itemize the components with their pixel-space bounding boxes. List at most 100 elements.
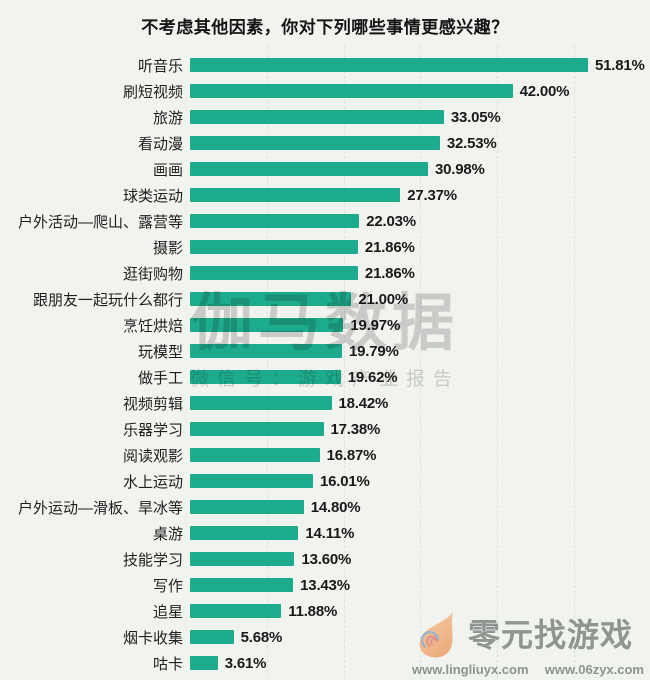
category-label: 玩模型 [137,343,183,361]
value-label: 42.00% [519,82,570,100]
bar [190,188,401,202]
bar [190,422,324,436]
category-label: 咕卡 [152,655,183,673]
value-label: 51.81% [595,56,645,74]
value-label: 3.61% [224,654,267,672]
bar-track: 30.98% [183,161,650,178]
category-label: 刷短视频 [122,83,183,101]
flame-logo-icon [419,611,453,658]
bar-track: 18.42% [183,395,650,412]
bar-rows: 听音乐 51.81% 刷短视频 42.00% 旅游 33.05% 看动漫 32.… [0,46,650,676]
bar [190,370,341,384]
bar-row: 烹饪烘焙 19.97% [0,312,650,338]
value-label: 13.43% [300,576,350,594]
bar [190,474,313,488]
category-label: 旅游 [152,109,183,127]
category-label: 户外活动—爬山、露营等 [17,213,183,231]
bar [190,266,358,280]
bar [190,240,358,254]
value-label: 14.11% [305,524,355,542]
site-url-left: www.lingliuyx.com [412,662,529,677]
bar-track: 14.11% [183,525,650,542]
bar-track: 16.87% [183,447,650,464]
gridline [266,46,268,678]
value-label: 16.87% [326,446,377,464]
bar-track: 11.88% [183,603,650,620]
gridline [497,46,499,678]
site-url-right: www.06zyx.com [544,662,644,677]
bar [190,526,299,540]
category-label: 摄影 [152,239,183,257]
bar-track: 13.60% [183,551,650,568]
bar-track: 14.80% [183,499,650,516]
category-label: 户外运动—滑板、旱冰等 [17,499,183,517]
bar-row: 做手工 19.62% [0,364,650,390]
bar-row: 技能学习 13.60% [0,546,650,572]
gridline [420,46,422,678]
bar-track: 33.05% [183,109,650,126]
bar [190,604,282,618]
bar [190,136,440,150]
category-label: 视频剪辑 [122,395,183,413]
value-label: 17.38% [330,420,381,438]
category-label: 桌游 [152,525,183,543]
category-label: 阅读观影 [122,447,183,465]
category-label: 追星 [152,603,183,621]
value-label: 19.79% [349,342,399,360]
category-label: 技能学习 [122,551,183,569]
bar-track: 51.81% [183,57,650,74]
bar-row: 刷短视频 42.00% [0,78,650,104]
bar-track: 21.00% [183,291,650,308]
bar-track: 21.86% [183,265,650,282]
value-label: 27.37% [407,186,457,204]
bar-row: 旅游 33.05% [0,104,650,130]
value-label: 5.68% [240,628,283,646]
bar [190,84,513,98]
bar-track: 22.03% [183,213,650,230]
site-urls: www.lingliuyx.com www.06zyx.com [412,662,644,677]
category-label: 跟朋友一起玩什么都行 [32,291,183,309]
gridline [343,46,345,678]
bar [190,656,218,670]
bar-row: 逛街购物 21.86% [0,260,650,286]
bar [190,396,332,410]
value-label: 33.05% [450,108,501,126]
bar [190,110,444,124]
category-label: 听音乐 [137,57,183,75]
category-label: 做手工 [137,369,183,387]
bar [190,58,588,72]
bar-track: 13.43% [183,577,650,594]
value-label: 22.03% [366,212,416,230]
category-label: 乐器学习 [122,421,183,439]
value-label: 14.80% [310,498,361,516]
bar-row: 烟卡收集 5.68% [0,624,650,650]
gridline [574,46,576,678]
category-label: 逛街购物 [122,265,183,283]
bar-row: 写作 13.43% [0,572,650,598]
bar [190,630,234,644]
bar-track: 19.97% [183,317,650,334]
category-label: 水上运动 [122,473,183,491]
bar-row: 户外活动—爬山、露营等 22.03% [0,208,650,234]
bar-track: 32.53% [183,135,650,152]
bar-row: 桌游 14.11% [0,520,650,546]
bar-track: 21.86% [183,239,650,256]
bar-row: 户外运动—滑板、旱冰等 14.80% [0,494,650,520]
bar [190,448,320,462]
bar-row: 画画 30.98% [0,156,650,182]
bar-row: 咕卡 3.61% [0,650,650,676]
bar-row: 跟朋友一起玩什么都行 21.00% [0,286,650,312]
site-badge-top: 零元找游戏 [412,611,644,659]
bar-track: 3.61% [183,655,650,672]
value-label: 30.98% [434,160,485,178]
bar-track: 42.00% [183,83,650,100]
plot-area: 听音乐 51.81% 刷短视频 42.00% 旅游 33.05% 看动漫 32.… [0,46,650,680]
value-label: 11.88% [288,602,338,620]
value-label: 19.97% [350,316,401,334]
bar [190,344,343,358]
bar-track: 19.62% [183,369,650,386]
bar-row: 摄影 21.86% [0,234,650,260]
bar-row: 看动漫 32.53% [0,130,650,156]
category-label: 画画 [152,161,183,179]
bar [190,214,360,228]
